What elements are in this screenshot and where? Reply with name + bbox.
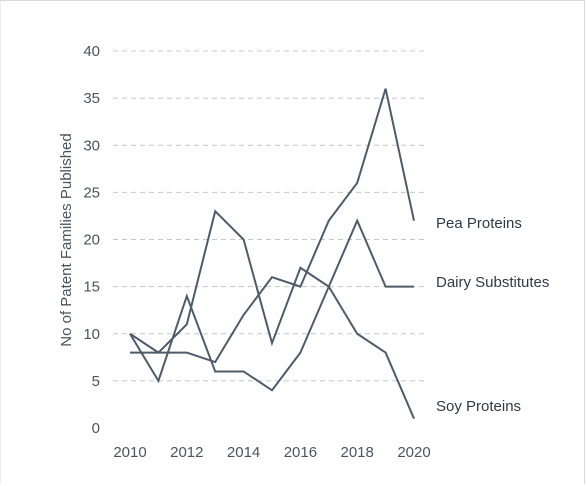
y-axis-ticks: 0 5 10 15 20 25 30 35 40	[83, 43, 100, 437]
x-tick-label: 2020	[397, 444, 430, 461]
y-tick-label: 10	[83, 326, 100, 343]
series-line-soy-proteins	[129, 284, 415, 419]
x-tick-label: 2018	[341, 444, 374, 461]
series-line-dairy-substitutes	[130, 88, 415, 364]
series-labels: Pea Proteins Dairy Substitutes Soy Protein…	[436, 215, 549, 415]
y-tick-label: 5	[92, 373, 100, 390]
series-label-pea-proteins: Pea Proteins	[436, 215, 522, 232]
series-label-soy-proteins: Soy Proteins	[436, 398, 521, 415]
x-tick-label: 2014	[227, 444, 260, 461]
y-tick-label: 30	[83, 137, 100, 154]
series-line-pea-proteins	[129, 209, 414, 354]
y-tick-label: 0	[92, 420, 100, 437]
y-tick-label: 20	[83, 232, 100, 249]
y-axis-title: No of Patent Families Published	[58, 133, 75, 346]
x-tick-label: 2016	[284, 444, 317, 461]
x-tick-label: 2010	[113, 444, 146, 461]
y-tick-label: 40	[83, 43, 100, 60]
y-tick-label: 15	[83, 279, 100, 296]
y-tick-label: 25	[83, 184, 100, 201]
x-axis-ticks: 2010 2012 2014 2016 2018 2020	[113, 444, 430, 461]
gridlines	[113, 50, 428, 382]
x-tick-label: 2012	[170, 444, 203, 461]
series-lines	[129, 88, 415, 419]
series-label-dairy-substitutes: Dairy Substitutes	[436, 274, 549, 291]
y-tick-label: 35	[83, 90, 100, 107]
